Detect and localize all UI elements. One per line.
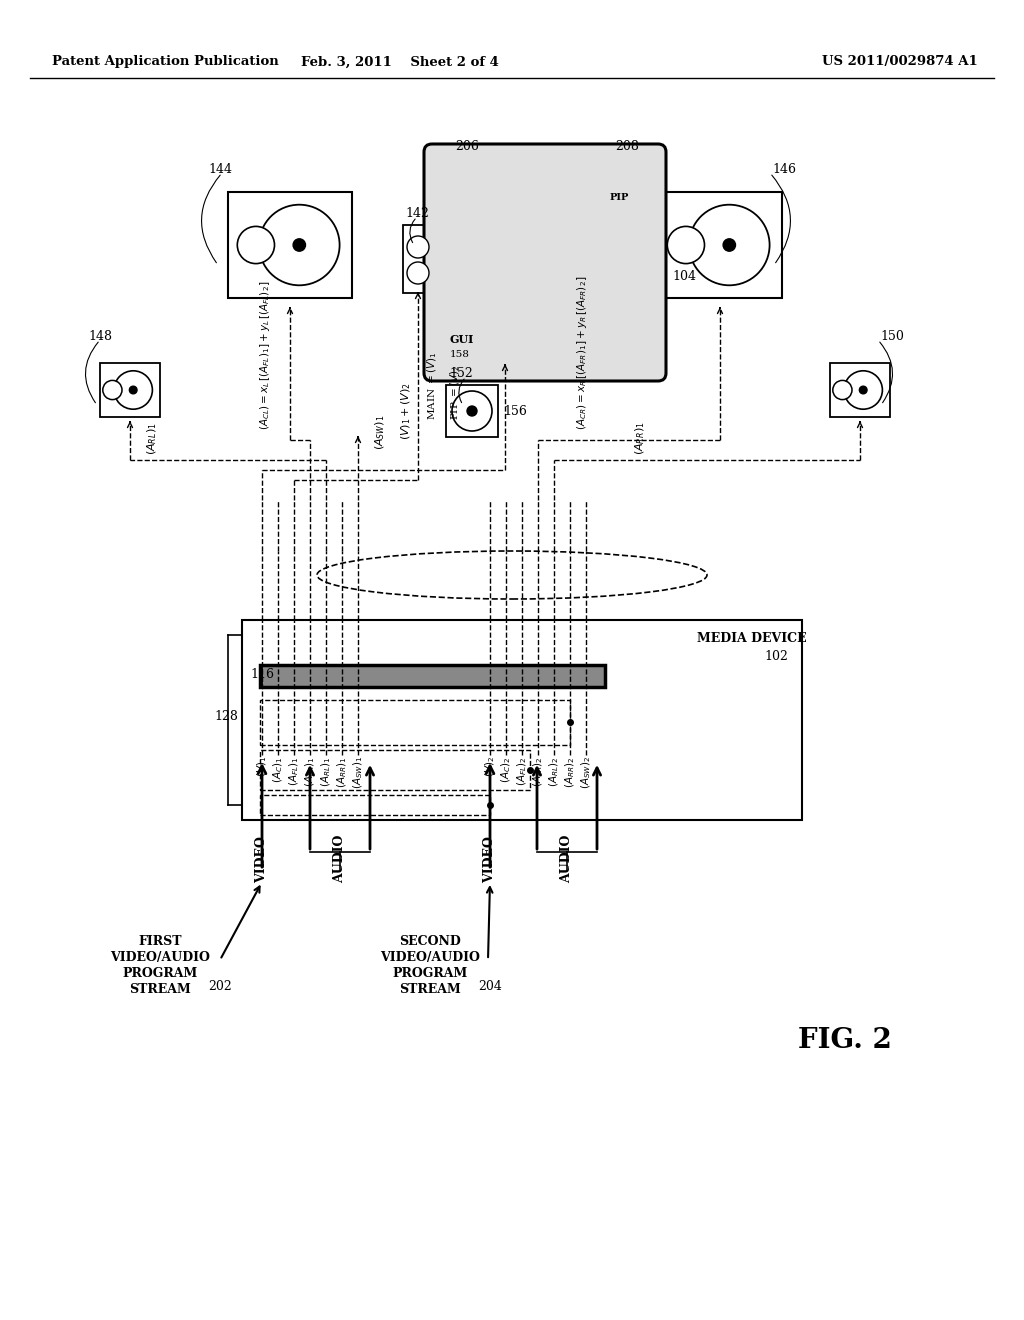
Circle shape (452, 391, 492, 432)
Text: AUDIO: AUDIO (334, 834, 346, 883)
Bar (829, 363, 891, 417)
Text: $(A_{RL})_2$: $(A_{RL})_2$ (547, 756, 561, 787)
Text: $(A_{RL})_1$: $(A_{RL})_1$ (319, 756, 333, 787)
Text: Patent Application Publication: Patent Application Publication (52, 55, 279, 69)
Bar (242, 620, 802, 820)
Text: $(A_{RR})_1$: $(A_{RR})_1$ (335, 756, 349, 788)
Text: $(V)_1$: $(V)_1$ (255, 756, 268, 777)
Bar (449, 168, 603, 348)
Bar (636, 218, 648, 246)
Text: 202: 202 (208, 979, 231, 993)
Bar (636, 180, 648, 209)
Text: 156: 156 (503, 405, 527, 418)
Text: 208: 208 (615, 140, 639, 153)
FancyBboxPatch shape (424, 144, 666, 381)
Text: $(A_{FL})_1$: $(A_{FL})_1$ (287, 756, 301, 785)
Text: Feb. 3, 2011    Sheet 2 of 4: Feb. 3, 2011 Sheet 2 of 4 (301, 55, 499, 69)
Text: AUDIO: AUDIO (560, 834, 573, 883)
Bar (260, 795, 490, 814)
Text: VIDEO: VIDEO (483, 836, 497, 883)
Bar (260, 750, 530, 789)
Bar (446, 385, 498, 437)
Text: 142: 142 (406, 207, 429, 220)
Text: $(V)_1 + (V)_2$: $(V)_1 + (V)_2$ (399, 383, 413, 440)
Text: 146: 146 (772, 162, 796, 176)
Text: $(A_{FR})_2$: $(A_{FR})_2$ (531, 756, 545, 787)
Text: 148: 148 (88, 330, 112, 343)
Bar (636, 256, 648, 284)
Text: 128: 128 (214, 710, 238, 723)
Circle shape (407, 236, 429, 257)
Bar (99, 363, 161, 417)
Text: $(A_{CL}) = x_L\,[(A_{FL})_1] + y_L\,[(A_{FL})_2]$: $(A_{CL}) = x_L\,[(A_{FL})_1] + y_L\,[(A… (258, 281, 272, 430)
Text: $(A_{CR}) = x_R\,[(A_{FR})_1] + y_R\,[(A_{FR})_2]$: $(A_{CR}) = x_R\,[(A_{FR})_1] + y_R\,[(A… (575, 276, 589, 430)
Text: $(A_{FR})_1$: $(A_{FR})_1$ (303, 756, 316, 787)
Bar (260, 700, 570, 744)
Text: US 2011/0029874 A1: US 2011/0029874 A1 (822, 55, 978, 69)
Text: 150: 150 (880, 330, 904, 343)
Circle shape (102, 380, 122, 400)
Text: 152: 152 (449, 367, 473, 380)
Bar (260, 665, 605, 686)
Text: $(A_{SW})_1$: $(A_{SW})_1$ (373, 414, 387, 450)
Text: PIP: PIP (610, 193, 630, 202)
Bar (658, 193, 782, 298)
Text: $(A_{RR})_1$: $(A_{RR})_1$ (633, 421, 647, 455)
Text: $(A_{RL})_1$: $(A_{RL})_1$ (145, 422, 159, 455)
Circle shape (668, 227, 705, 264)
Text: 158: 158 (450, 350, 470, 359)
Circle shape (114, 371, 153, 409)
Text: FIRST
VIDEO/AUDIO
PROGRAM
STREAM: FIRST VIDEO/AUDIO PROGRAM STREAM (110, 935, 210, 997)
Text: $(A_{FL})_2$: $(A_{FL})_2$ (515, 756, 528, 785)
Circle shape (833, 380, 852, 400)
Circle shape (407, 261, 429, 284)
Text: FIG. 2: FIG. 2 (798, 1027, 892, 1053)
Circle shape (844, 371, 883, 409)
Text: $(A_C)_1$: $(A_C)_1$ (271, 756, 285, 783)
Text: 104: 104 (672, 271, 696, 282)
Text: SECOND
VIDEO/AUDIO
PROGRAM
STREAM: SECOND VIDEO/AUDIO PROGRAM STREAM (380, 935, 480, 997)
Text: MAIN $= (V)_1$: MAIN $= (V)_1$ (425, 351, 439, 420)
Text: 206: 206 (455, 140, 479, 153)
Text: 116: 116 (250, 668, 274, 681)
Text: $(A_{RR})_2$: $(A_{RR})_2$ (563, 756, 577, 788)
Text: $(A_{SW})_1$: $(A_{SW})_1$ (351, 756, 365, 789)
Bar (605, 172, 643, 222)
Circle shape (723, 239, 735, 251)
Circle shape (238, 227, 274, 264)
Circle shape (293, 239, 305, 251)
Circle shape (467, 407, 477, 416)
Bar (403, 224, 433, 293)
Text: $(V)_2$: $(V)_2$ (483, 756, 497, 777)
Text: PIP $= (V)_2$: PIP $= (V)_2$ (449, 364, 462, 420)
Circle shape (129, 387, 137, 393)
Text: $(A_C)_2$: $(A_C)_2$ (500, 756, 513, 783)
Text: 144: 144 (208, 162, 232, 176)
Bar (228, 193, 352, 298)
Ellipse shape (317, 550, 707, 599)
Text: VIDEO: VIDEO (256, 836, 268, 883)
Text: 102: 102 (764, 649, 787, 663)
Circle shape (859, 387, 867, 393)
Text: GUI: GUI (450, 334, 474, 345)
Bar (440, 160, 650, 366)
Text: $(A_{SW})_2$: $(A_{SW})_2$ (580, 756, 593, 789)
Text: MEDIA DEVICE: MEDIA DEVICE (697, 632, 807, 645)
Circle shape (259, 205, 340, 285)
Text: 204: 204 (478, 979, 502, 993)
Circle shape (689, 205, 770, 285)
Bar (636, 294, 648, 322)
